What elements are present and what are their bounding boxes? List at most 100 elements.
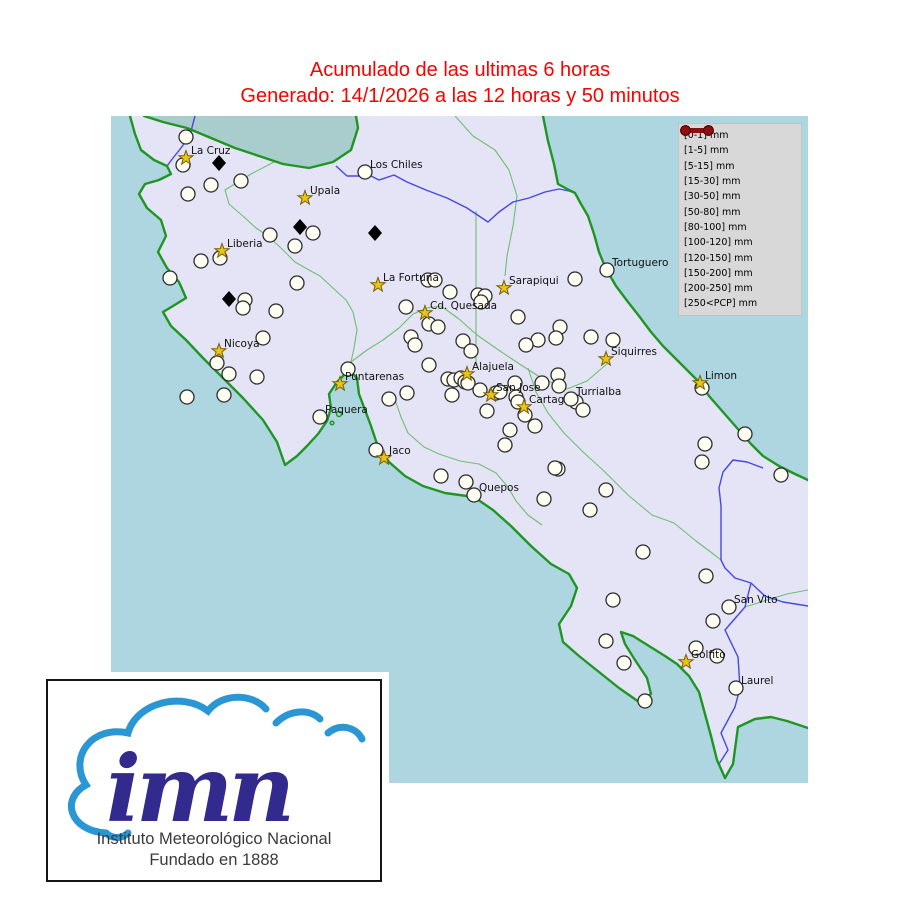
city-label: Laurel bbox=[741, 675, 773, 687]
city-star-marker bbox=[331, 374, 349, 392]
city-circle-marker bbox=[312, 409, 328, 425]
city-label: Jaco bbox=[388, 445, 411, 457]
title-line1: Acumulado de las ultimas 6 horas bbox=[309, 59, 611, 81]
city-star-marker bbox=[375, 448, 393, 466]
city-star-marker bbox=[515, 397, 533, 415]
station-marker bbox=[289, 275, 305, 291]
province-borders bbox=[224, 116, 808, 608]
city-circle-marker bbox=[466, 487, 482, 503]
city-label: Siquirres bbox=[611, 346, 657, 358]
station-marker bbox=[442, 284, 458, 300]
station-marker bbox=[518, 337, 534, 353]
station-marker bbox=[583, 329, 599, 345]
legend-row: [50-80] mm bbox=[680, 125, 797, 219]
station-marker bbox=[582, 502, 598, 518]
legend-range-icon bbox=[680, 125, 714, 136]
station-marker bbox=[637, 693, 653, 709]
station-marker bbox=[616, 655, 632, 671]
institute-name: Instituto Meteorológico Nacional bbox=[96, 830, 332, 848]
station-marker bbox=[305, 225, 321, 241]
city-star-marker bbox=[458, 364, 476, 382]
legend-dot bbox=[703, 125, 714, 136]
legend-row: [120-150] mm bbox=[680, 125, 797, 265]
station-marker bbox=[479, 403, 495, 419]
station-marker bbox=[180, 186, 196, 202]
legend-label: [150-200] mm bbox=[684, 267, 753, 279]
station-marker bbox=[193, 253, 209, 269]
city-star-marker bbox=[213, 241, 231, 259]
founded-text: Fundado en 1888 bbox=[149, 851, 279, 869]
station-marker bbox=[209, 355, 225, 371]
station-marker bbox=[598, 482, 614, 498]
city-star-marker bbox=[495, 278, 513, 296]
legend-label: [30-50] mm bbox=[684, 191, 741, 203]
legend-label: [120-150] mm bbox=[684, 252, 753, 264]
station-marker bbox=[773, 467, 789, 483]
station-marker bbox=[527, 418, 543, 434]
station-marker bbox=[605, 592, 621, 608]
legend-row: [30-50] mm bbox=[680, 125, 797, 204]
legend-row: [15-30] mm bbox=[680, 125, 797, 189]
station-marker bbox=[221, 366, 237, 382]
diamond-marker bbox=[368, 225, 382, 241]
station-marker bbox=[567, 271, 583, 287]
city-star-marker bbox=[369, 275, 387, 293]
city-label: Quepos bbox=[479, 482, 519, 494]
legend-row: [100-120] mm bbox=[680, 125, 797, 250]
station-marker bbox=[178, 129, 194, 145]
station-marker bbox=[598, 633, 614, 649]
legend-dot bbox=[680, 125, 691, 136]
station-marker bbox=[433, 468, 449, 484]
station-marker bbox=[287, 238, 303, 254]
station-marker bbox=[233, 173, 249, 189]
station-marker bbox=[249, 369, 265, 385]
title-line2: Generado: 14/1/2026 a las 12 horas y 50 … bbox=[240, 85, 680, 107]
station-marker bbox=[536, 491, 552, 507]
station-markers-layer bbox=[162, 129, 789, 709]
lake-nicaragua bbox=[144, 116, 358, 168]
city-star-marker bbox=[416, 303, 434, 321]
city-star-marker bbox=[482, 385, 500, 403]
station-marker bbox=[688, 640, 704, 656]
station-marker bbox=[502, 422, 518, 438]
city-label: Sarapiqui bbox=[509, 275, 559, 287]
station-marker bbox=[381, 391, 397, 407]
station-marker bbox=[427, 272, 443, 288]
legend-row: [1-5] mm bbox=[680, 125, 797, 158]
station-marker bbox=[421, 357, 437, 373]
diamond-marker bbox=[212, 155, 226, 171]
city-label: Alajuela bbox=[472, 361, 514, 373]
station-marker bbox=[547, 460, 563, 476]
city-label: La Cruz bbox=[191, 145, 231, 157]
precipitation-legend: [0-1] mm [1-5] mm [5-15] mm [15-30] mm [30-5… bbox=[678, 123, 802, 316]
station-marker bbox=[262, 227, 278, 243]
station-marker bbox=[430, 319, 446, 335]
station-marker bbox=[340, 361, 356, 377]
station-marker bbox=[548, 330, 564, 346]
pacific-ocean bbox=[111, 116, 808, 783]
city-label: Nicoya bbox=[224, 338, 260, 350]
diamond-markers-layer bbox=[212, 155, 382, 307]
city-star-marker bbox=[597, 349, 615, 367]
city-label: Liberia bbox=[227, 238, 263, 250]
city-star-marker bbox=[296, 188, 314, 206]
station-marker bbox=[497, 437, 513, 453]
cloud-icon bbox=[67, 693, 366, 841]
legend-label: [1-5] mm bbox=[684, 145, 729, 157]
city-circle-marker bbox=[721, 599, 737, 615]
city-star-marker bbox=[691, 373, 709, 391]
city-star-marker bbox=[210, 341, 228, 359]
city-star-marker bbox=[177, 148, 195, 166]
station-marker bbox=[551, 378, 567, 394]
legend-label: [100-120] mm bbox=[684, 237, 753, 249]
station-marker bbox=[203, 177, 219, 193]
imn-acronym: imn bbox=[106, 735, 290, 843]
station-marker bbox=[737, 426, 753, 442]
station-marker bbox=[368, 442, 384, 458]
legend-row: [150-200] mm bbox=[680, 125, 797, 281]
city-label: Paquera bbox=[325, 404, 368, 416]
city-label: Turrialba bbox=[575, 386, 621, 398]
diamond-marker bbox=[222, 291, 236, 307]
city-circle-marker bbox=[357, 164, 373, 180]
